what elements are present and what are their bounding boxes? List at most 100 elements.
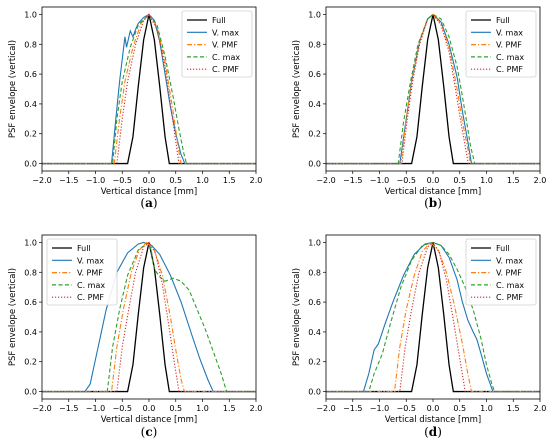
y-tick-label: 0.8 [24, 268, 37, 277]
legend-label: Full [212, 16, 226, 25]
x-tick-label: −1.5 [343, 176, 362, 185]
x-tick-label: 1.5 [507, 176, 520, 185]
y-tick-label: 1.0 [308, 10, 321, 19]
x-tick-label: −2.0 [32, 176, 51, 185]
x-tick-label: −1.5 [59, 404, 78, 413]
legend-box [465, 238, 537, 306]
legend-label: C. PMF [496, 65, 523, 74]
y-tick-label: 0.2 [24, 130, 37, 139]
y-tick-label: 0.8 [308, 268, 321, 277]
legend: Full V. max V. PMF C. max C. PMF [465, 238, 537, 306]
x-tick-label: −1.0 [86, 404, 105, 413]
y-tick-label: 0.4 [24, 328, 37, 337]
y-tick-label: 0.8 [24, 40, 37, 49]
legend-label: Full [496, 244, 510, 253]
legend: Full V. max V. PMF C. max C. PMF [46, 238, 118, 306]
legend-label: Full [496, 16, 510, 25]
legend: Full V. max V. PMF C. max C. PMF [181, 10, 253, 78]
y-axis-label: PSF envelope (vertical) [292, 40, 302, 138]
x-tick-label: 2.0 [534, 404, 547, 413]
panel-d: −2.0 −1.5 −1.0 −0.5 0.0 0.5 1.0 1.5 2.0 0.0 0.2 0.4… [292, 234, 547, 439]
y-tick-label: 0.8 [308, 40, 321, 49]
x-tick-label: −0.5 [113, 404, 132, 413]
x-axis-label: Vertical distance [mm] [101, 187, 197, 197]
y-tick-label: 0.6 [308, 298, 321, 307]
legend-label: Full [77, 244, 91, 253]
x-tick-label: −1.0 [370, 404, 389, 413]
y-tick-label: 0.0 [24, 388, 37, 397]
legend-label: V. max [496, 28, 523, 37]
legend-label: C. PMF [77, 293, 104, 302]
legend: Full V. max V. PMF C. max C. PMF [465, 10, 537, 78]
y-tick-label: 0.0 [308, 388, 321, 397]
legend-label: C. max [496, 281, 524, 290]
legend-label: C. max [212, 53, 240, 62]
y-tick-label: 0.0 [24, 160, 37, 169]
x-tick-label: −2.0 [32, 404, 51, 413]
y-tick-label: 0.6 [24, 70, 37, 79]
panel-caption: (a) [140, 196, 157, 210]
legend-label: V. max [212, 28, 239, 37]
series-line-v-pmf [326, 13, 540, 165]
series-line-c-pmf [42, 13, 256, 165]
x-tick-label: −0.5 [113, 176, 132, 185]
x-tick-label: −1.0 [370, 176, 389, 185]
panel-b: −2.0 −1.5 −1.0 −0.5 0.0 0.5 1.0 1.5 2.0 0.0 0.2 0.4… [292, 6, 547, 210]
panel-a: −2.0 −1.5 −1.0 −0.5 0.0 0.5 1.0 1.5 2.0 0.0 0.2 0.4… [8, 6, 263, 210]
x-tick-label: 1.0 [196, 176, 209, 185]
x-tick-label: 2.0 [250, 404, 263, 413]
legend-label: V. PMF [496, 41, 522, 50]
legend-label: V. PMF [212, 41, 238, 50]
x-tick-label: 1.0 [480, 176, 493, 185]
legend-box [46, 238, 118, 306]
x-tick-label: 2.0 [250, 176, 263, 185]
series-line-c-pmf [42, 241, 256, 393]
series-line-c-pmf [326, 241, 540, 393]
x-tick-label: 0.0 [427, 176, 440, 185]
panel-caption: (c) [141, 425, 158, 439]
x-axis-label: Vertical distance [mm] [385, 415, 481, 425]
x-tick-label: −1.5 [59, 176, 78, 185]
y-tick-label: 0.6 [308, 70, 321, 79]
y-tick-label: 0.6 [24, 298, 37, 307]
x-tick-label: 0.0 [427, 404, 440, 413]
x-tick-label: 0.0 [143, 176, 156, 185]
series-line-v-max [326, 241, 540, 393]
y-tick-label: 0.2 [24, 358, 37, 367]
x-tick-label: −1.0 [86, 176, 105, 185]
x-axis-label: Vertical distance [mm] [385, 187, 481, 197]
x-tick-label: 2.0 [534, 176, 547, 185]
legend-label: C. PMF [496, 293, 523, 302]
x-tick-label: −2.0 [316, 404, 335, 413]
x-tick-label: −2.0 [316, 176, 335, 185]
x-tick-label: 0.0 [143, 404, 156, 413]
x-tick-label: −0.5 [397, 404, 416, 413]
panel-caption: (d) [424, 425, 442, 439]
y-tick-label: 1.0 [24, 238, 37, 247]
x-tick-label: 1.5 [507, 404, 520, 413]
y-tick-label: 1.0 [308, 238, 321, 247]
series-line-v-pmf [326, 241, 540, 393]
legend-label: C. max [496, 53, 524, 62]
y-tick-label: 0.2 [308, 130, 321, 139]
legend-box [465, 10, 537, 78]
y-tick-label: 0.2 [308, 358, 321, 367]
series-line-c-max [326, 13, 540, 165]
legend-label: V. max [77, 256, 104, 265]
x-tick-label: −0.5 [397, 176, 416, 185]
x-tick-label: 1.5 [223, 176, 236, 185]
series-line-c-max [326, 241, 540, 393]
x-tick-label: −1.5 [343, 404, 362, 413]
x-tick-label: 1.0 [196, 404, 209, 413]
legend-label: V. PMF [496, 269, 522, 278]
legend-label: C. max [77, 281, 105, 290]
x-tick-label: 0.5 [453, 404, 466, 413]
x-tick-label: 0.5 [453, 176, 466, 185]
y-tick-label: 1.0 [24, 10, 37, 19]
y-axis-label: PSF envelope (vertical) [8, 40, 18, 138]
y-axis-label: PSF envelope (vertical) [8, 268, 18, 366]
legend-box [181, 10, 253, 78]
series-line-c-max [42, 241, 256, 393]
y-tick-label: 0.4 [308, 328, 321, 337]
